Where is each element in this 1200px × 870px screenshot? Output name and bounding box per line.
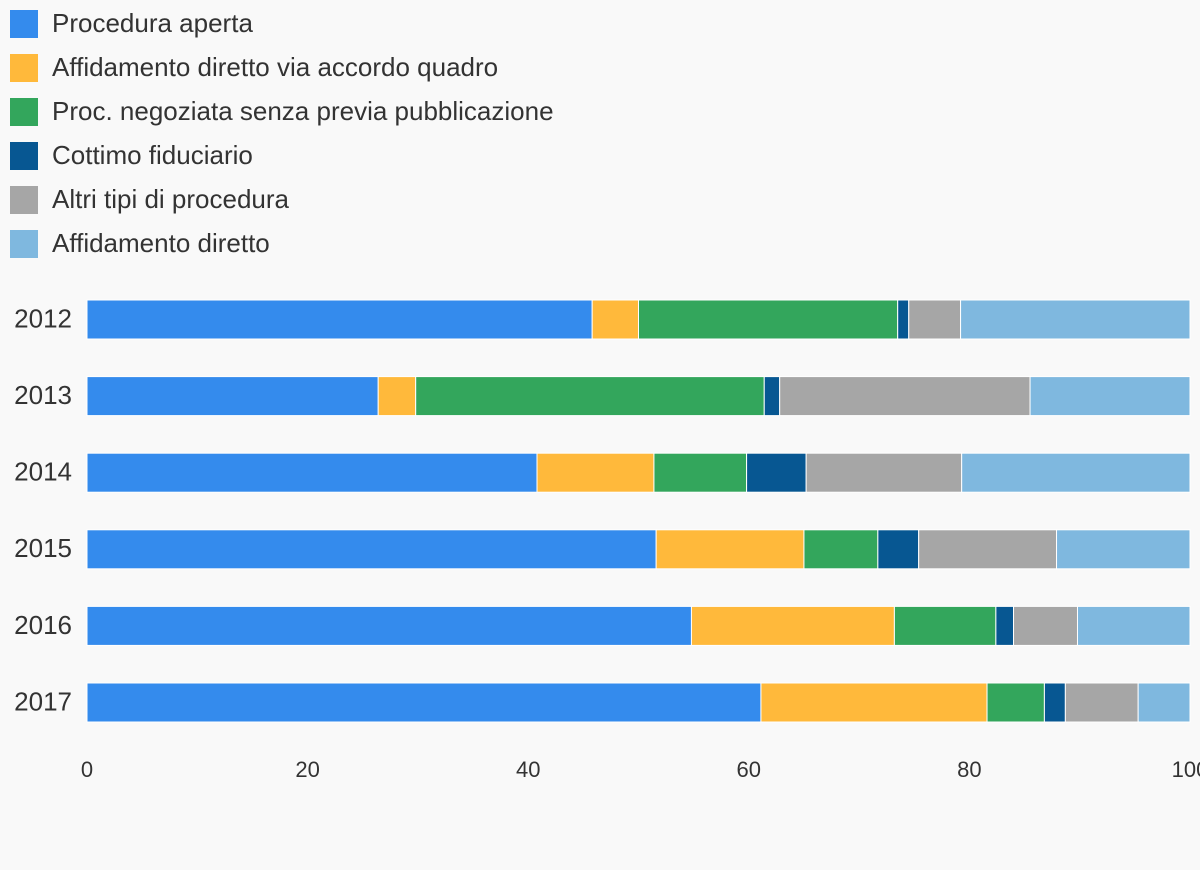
bar-segment xyxy=(1013,605,1078,646)
legend-swatch xyxy=(10,142,38,170)
value-axis: 0 20 40 60 80 100 xyxy=(81,757,1200,782)
legend-label: Affidamento diretto via accordo quadro xyxy=(52,52,498,82)
bar-segment xyxy=(415,376,765,417)
legend-label: Altri tipi di procedura xyxy=(52,184,290,214)
legend-swatch xyxy=(10,10,38,38)
category-label: 2012 xyxy=(14,303,72,333)
bar-segment xyxy=(986,682,1045,723)
bar-segment xyxy=(760,682,988,723)
x-tick-label: 40 xyxy=(516,757,540,782)
plot-area xyxy=(86,299,1191,723)
bar-segment xyxy=(893,605,997,646)
bar-segment xyxy=(86,529,657,570)
bar-row-2014 xyxy=(86,452,1191,493)
bar-segment xyxy=(960,299,1191,340)
bar-segment xyxy=(746,452,807,493)
bar-segment xyxy=(803,529,879,570)
legend-item: Cottimo fiduciario xyxy=(10,140,253,170)
bar-row-2016 xyxy=(86,605,1191,646)
x-tick-label: 20 xyxy=(295,757,319,782)
legend-label: Cottimo fiduciario xyxy=(52,140,253,170)
bar-segment xyxy=(655,529,805,570)
x-tick-label: 100 xyxy=(1172,757,1200,782)
legend: Procedura aperta Affidamento diretto via … xyxy=(10,8,554,258)
bar-segment xyxy=(653,452,748,493)
bar-segment xyxy=(86,299,593,340)
legend-swatch xyxy=(10,186,38,214)
bar-row-2012 xyxy=(86,299,1191,340)
bar-segment xyxy=(86,605,692,646)
bar-segment xyxy=(536,452,655,493)
legend-swatch xyxy=(10,54,38,82)
category-label: 2013 xyxy=(14,380,72,410)
bar-segment xyxy=(690,605,895,646)
bar-segment xyxy=(995,605,1015,646)
bar-row-2013 xyxy=(86,376,1191,417)
legend-item: Procedura aperta xyxy=(10,8,253,38)
bar-segment xyxy=(1056,529,1191,570)
bar-segment xyxy=(1076,605,1191,646)
bar-segment xyxy=(897,299,910,340)
bar-segment xyxy=(1043,682,1066,723)
bar-segment xyxy=(1029,376,1191,417)
category-axis: 2012 2013 2014 2015 2016 2017 xyxy=(14,303,72,716)
legend-item: Proc. negoziata senza previa pubblicazio… xyxy=(10,96,554,126)
bar-segment xyxy=(86,682,762,723)
bar-row-2017 xyxy=(86,682,1191,723)
x-tick-label: 60 xyxy=(737,757,761,782)
bar-segment xyxy=(763,376,781,417)
bar-segment xyxy=(638,299,899,340)
bar-segment xyxy=(961,452,1191,493)
legend-label: Proc. negoziata senza previa pubblicazio… xyxy=(52,96,554,126)
legend-label: Procedura aperta xyxy=(52,8,253,38)
legend-swatch xyxy=(10,98,38,126)
bar-segment xyxy=(877,529,920,570)
bar-segment xyxy=(591,299,640,340)
bar-segment xyxy=(377,376,417,417)
bar-segment xyxy=(1137,682,1191,723)
legend-label: Affidamento diretto xyxy=(52,228,270,258)
legend-item: Altri tipi di procedura xyxy=(10,184,290,214)
x-tick-label: 0 xyxy=(81,757,93,782)
category-label: 2016 xyxy=(14,610,72,640)
bar-segment xyxy=(918,529,1058,570)
bar-segment xyxy=(908,299,962,340)
category-label: 2017 xyxy=(14,686,72,716)
bar-segment xyxy=(1064,682,1139,723)
bar-segment xyxy=(86,376,379,417)
x-tick-label: 80 xyxy=(957,757,981,782)
bar-segment xyxy=(86,452,538,493)
bar-segment xyxy=(805,452,963,493)
legend-item: Affidamento diretto via accordo quadro xyxy=(10,52,498,82)
legend-swatch xyxy=(10,230,38,258)
bar-row-2015 xyxy=(86,529,1191,570)
legend-item: Affidamento diretto xyxy=(10,228,270,258)
bar-segment xyxy=(779,376,1031,417)
category-label: 2014 xyxy=(14,457,72,487)
category-label: 2015 xyxy=(14,533,72,563)
